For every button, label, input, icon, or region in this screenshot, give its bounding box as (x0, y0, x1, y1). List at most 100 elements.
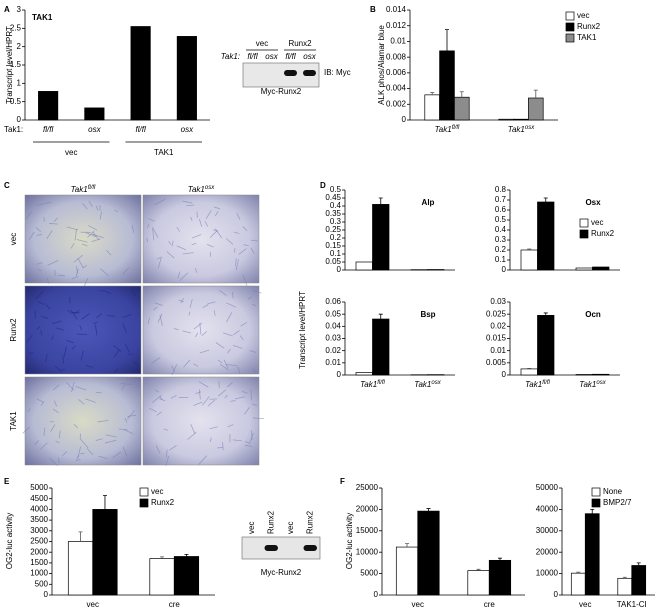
cell-texture (223, 359, 229, 369)
cell-texture (81, 313, 90, 320)
y-tick-label: 0.02 (490, 321, 506, 330)
cell-texture (165, 455, 170, 466)
cell-texture (209, 426, 218, 430)
y-tick-label: 0.1 (495, 255, 507, 264)
bar (592, 266, 610, 271)
y-tick-label: 500 (35, 579, 49, 588)
blot-caption: Myc-Runx2 (261, 568, 302, 577)
y-tick-label: 20000 (536, 547, 559, 556)
y-tick-label: 0 (337, 265, 342, 274)
cell-texture (63, 346, 67, 357)
cell-texture (85, 232, 97, 238)
cell-texture (58, 430, 61, 439)
category-superscript: osx (431, 380, 441, 386)
cell-texture (204, 221, 209, 227)
micrograph (24, 194, 142, 284)
cell-texture (147, 317, 151, 325)
cell-texture (51, 335, 54, 341)
y-tick-label: 0.2 (495, 245, 507, 254)
blot-row-label: Tak1: (221, 52, 240, 61)
cell-texture (70, 309, 78, 320)
cell-texture (49, 222, 58, 225)
cell-texture (73, 424, 78, 429)
cell-texture (195, 268, 197, 273)
x-tick-label: Tak1fl/fl (435, 125, 460, 135)
cell-texture (182, 200, 193, 204)
cell-texture (148, 407, 157, 413)
y-tick-label: 0.1 (330, 249, 342, 258)
category-name: Tak1 (435, 125, 452, 134)
y-tick-label: 40000 (536, 505, 559, 514)
cell-texture (249, 432, 254, 443)
category-name: osx (88, 125, 101, 134)
y-tick-label: 0.7 (495, 195, 507, 204)
y-tick-label: 0.004 (386, 84, 407, 93)
micrograph (142, 285, 260, 375)
y-tick-label: 15000 (356, 526, 379, 535)
cell-texture (55, 440, 60, 444)
blot-antibody: IB: Myc (324, 68, 351, 77)
y-axis-label: ALK phos/Alamar blue (377, 25, 386, 105)
y-tick-label: 2 (17, 42, 22, 51)
cell-texture (224, 394, 228, 399)
cell-texture (163, 428, 169, 431)
bar (467, 570, 490, 596)
lane-label: Runx2 (305, 510, 314, 534)
cell-texture (123, 429, 134, 435)
y-tick-label: 10000 (356, 547, 379, 556)
cell-texture (249, 350, 256, 353)
cell-texture (157, 256, 162, 269)
bar (149, 558, 175, 596)
chart-title: Bsp (420, 310, 435, 319)
y-tick-label: 10000 (536, 569, 559, 578)
cell-texture (199, 322, 202, 335)
category-name: fl/fl (43, 125, 53, 134)
cell-texture (152, 226, 159, 238)
category-name: Tak1 (525, 380, 542, 389)
cell-texture (178, 299, 184, 303)
cell-texture (81, 243, 88, 247)
x-tick-label: vec (412, 600, 424, 609)
cell-texture (36, 202, 49, 206)
legend-swatch (565, 11, 575, 21)
y-tick-label: 0.014 (386, 5, 407, 14)
cell-texture (124, 418, 128, 423)
cell-texture (66, 382, 75, 391)
row-label: Runx2 (9, 318, 18, 342)
y-tick-label: 30000 (536, 526, 559, 535)
cell-texture (191, 234, 202, 239)
cell-texture (193, 363, 199, 367)
blot-band (303, 70, 316, 76)
error-bar (378, 197, 383, 205)
cell-texture (96, 205, 99, 211)
column-superscript: fl/fl (88, 185, 96, 191)
cell-texture (177, 271, 181, 279)
cell-texture (114, 349, 120, 358)
cell-texture (41, 315, 49, 319)
category-name: vec (87, 600, 99, 609)
cell-texture (127, 410, 136, 420)
legend-label: BMP2/7 (603, 498, 632, 507)
cell-texture (77, 257, 84, 269)
category-name: Tak1 (508, 125, 525, 134)
bar (92, 509, 118, 596)
error-bar (160, 556, 165, 559)
cell-texture (104, 290, 112, 295)
cell-texture (155, 445, 161, 454)
cell-texture (71, 345, 76, 350)
cell-texture (62, 355, 65, 364)
cell-texture (193, 401, 203, 406)
y-axis-label: Transcript level/HPRT (5, 26, 14, 104)
cell-texture (114, 368, 119, 373)
cell-texture (193, 322, 203, 330)
cell-texture (198, 389, 201, 400)
bar (417, 510, 440, 596)
cell-texture (53, 384, 60, 391)
cell-texture (213, 310, 216, 316)
cell-texture (190, 423, 196, 434)
y-tick-label: 0.002 (386, 99, 407, 108)
cell-texture (242, 274, 248, 286)
cell-texture (199, 349, 210, 354)
cell-texture (202, 304, 209, 309)
